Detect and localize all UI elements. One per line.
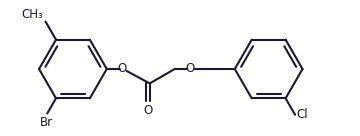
Text: O: O: [185, 63, 194, 75]
Text: Cl: Cl: [297, 108, 308, 121]
Text: O: O: [117, 63, 126, 75]
Text: O: O: [143, 104, 152, 117]
Text: CH₃: CH₃: [22, 8, 44, 21]
Text: Br: Br: [40, 116, 53, 129]
